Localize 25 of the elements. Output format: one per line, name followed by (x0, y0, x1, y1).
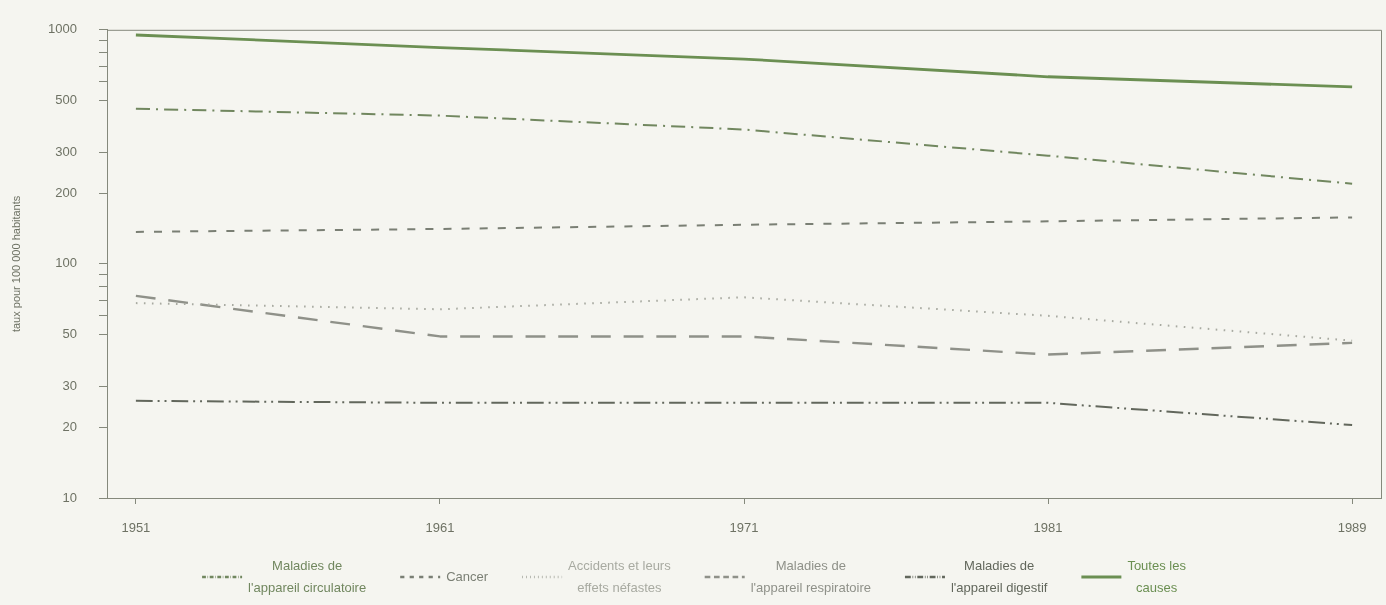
y-tick-label: 50 (62, 325, 77, 341)
line-series (134, 296, 1354, 342)
line-series (134, 107, 1354, 185)
x-tick-label: 1961 (425, 520, 455, 536)
text: Maladies de l'appareil respiratoire (750, 557, 871, 595)
text: Maladies de l'appareil digestif (950, 557, 1048, 595)
line-series (134, 294, 1354, 356)
legend-label: Cancer (446, 568, 489, 584)
y-tick-label: 30 (62, 377, 77, 393)
y-tick-label: 20 (62, 419, 77, 435)
y-tick-label: 300 (55, 143, 77, 159)
x-tick-label: 1951 (121, 520, 151, 536)
y-tick-label: 10 (62, 489, 77, 505)
legend-label: Accidents et leurs effets néfastes (568, 557, 672, 595)
y-axis-title: taux pour 100 000 habitants (9, 195, 22, 333)
line-series (134, 216, 1354, 233)
y-tick-label: 100 (55, 255, 77, 271)
y-tick-label: 1000 (48, 21, 77, 37)
y-tick-label: 500 (55, 91, 77, 107)
x-tick-label: 1989 (1337, 520, 1367, 536)
y-tick-label: 200 (55, 185, 77, 201)
x-tick-label: 1981 (1033, 520, 1063, 536)
x-tick-label: 1971 (729, 520, 759, 536)
text: Maladies de l'appareil circulatoire (248, 557, 367, 595)
legend-label: Toutes les causes (1127, 557, 1187, 595)
